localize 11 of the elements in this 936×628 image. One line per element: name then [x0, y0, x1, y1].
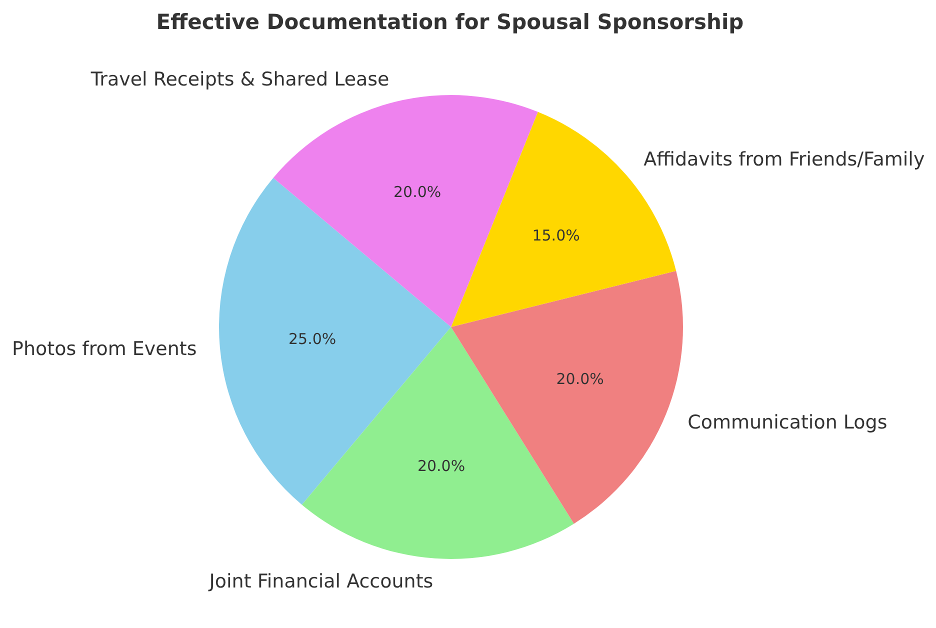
slice-label: Communication Logs: [688, 412, 888, 434]
data-label: 20.0%: [556, 370, 604, 388]
data-label: 25.0%: [288, 330, 336, 348]
data-label: 15.0%: [532, 226, 580, 245]
data-label: 20.0%: [393, 182, 442, 201]
slice-label: Joint Financial Accounts: [208, 570, 434, 593]
slice-label: Photos from Events: [12, 338, 197, 360]
slice-label: Travel Receipts & Shared Lease: [90, 68, 390, 90]
chart-title: Effective Documentation for Spousal Sponsorship: [156, 10, 744, 34]
slice-label: Affidavits from Friends/Family: [644, 148, 925, 171]
data-label: 20.0%: [417, 456, 466, 475]
